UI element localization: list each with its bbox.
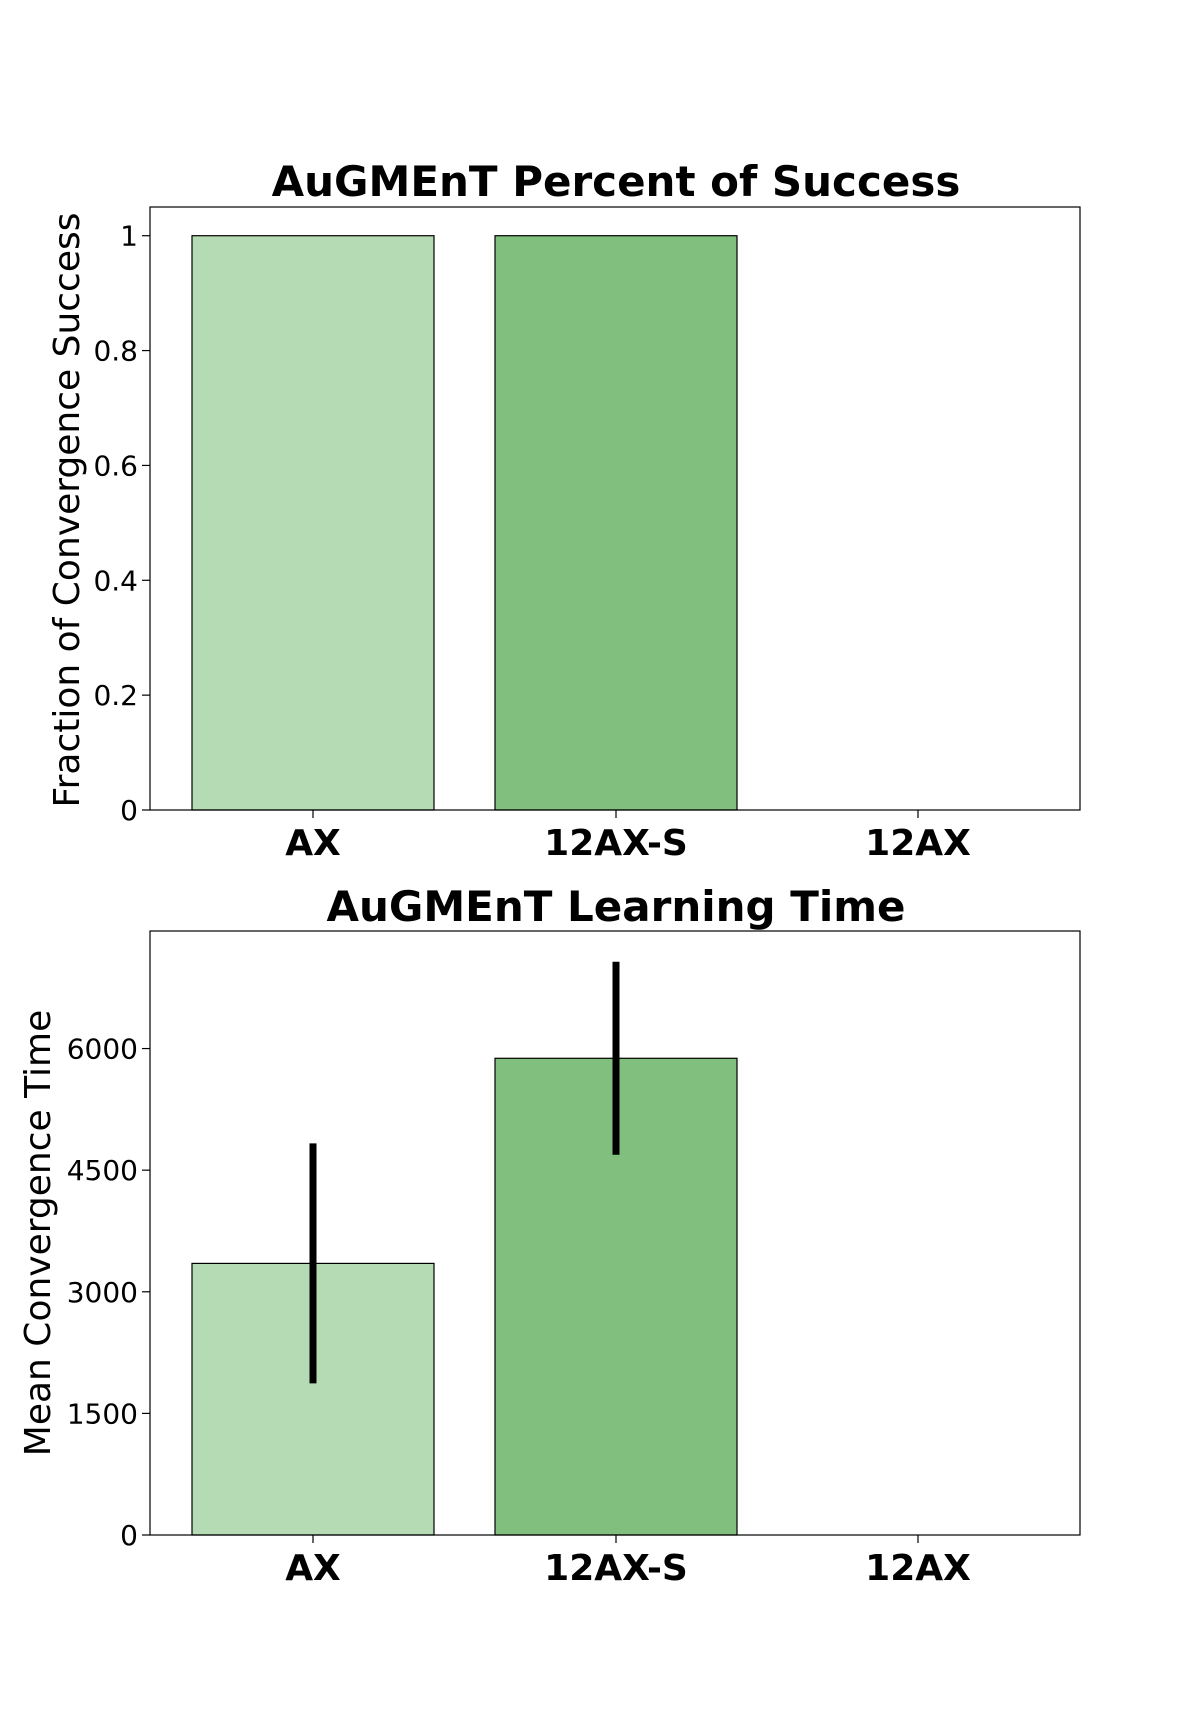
bar-12ax-s [494,235,738,811]
y-ticks-group: 0 0.2 0.4 0.6 0.8 1 [93,220,150,827]
x-tick-label: AX [285,1548,341,1589]
x-tick-label: 12AX [865,823,971,864]
x-tick-label: 12AX-S [544,823,688,864]
x-ticks-group: AX 12AX-S 12AX [285,810,971,864]
chart-title: AuGMEnT Learning Time [326,882,905,931]
y-tick-label: 4500 [67,1154,138,1187]
y-tick-label: 0 [120,1519,138,1552]
plot-frame [149,206,1081,811]
y-tick-label: 1500 [67,1397,138,1430]
y-tick-label: 0.4 [93,564,138,597]
errorbars-group [309,961,620,1384]
y-tick-label: 0.8 [93,335,138,368]
success-chart: AuGMEnT Percent of Success Fraction of C… [47,157,1081,864]
y-axis-label: Mean Convergence Time [18,1010,59,1456]
y-tick-label: 0 [120,794,138,827]
y-axis-label: Fraction of Convergence Success [47,212,88,807]
learning-time-chart: AuGMEnT Learning Time Mean Convergence T… [18,882,1081,1589]
y-ticks-group: 0 1500 3000 4500 6000 [67,1033,150,1552]
x-tick-label: AX [285,823,341,864]
chart-title: AuGMEnT Percent of Success [272,157,961,206]
y-tick-label: 0.6 [93,449,138,482]
bar-ax [191,235,435,811]
plot-frame [149,930,1081,1536]
bars-group [191,235,738,811]
x-tick-label: 12AX-S [544,1548,688,1589]
x-ticks-group: AX 12AX-S 12AX [285,1535,971,1589]
y-tick-label: 6000 [67,1033,138,1066]
bars-group [191,1057,738,1536]
y-tick-label: 3000 [67,1276,138,1309]
x-tick-label: 12AX [865,1548,971,1589]
y-tick-label: 1 [120,220,138,253]
y-tick-label: 0.2 [93,679,138,712]
